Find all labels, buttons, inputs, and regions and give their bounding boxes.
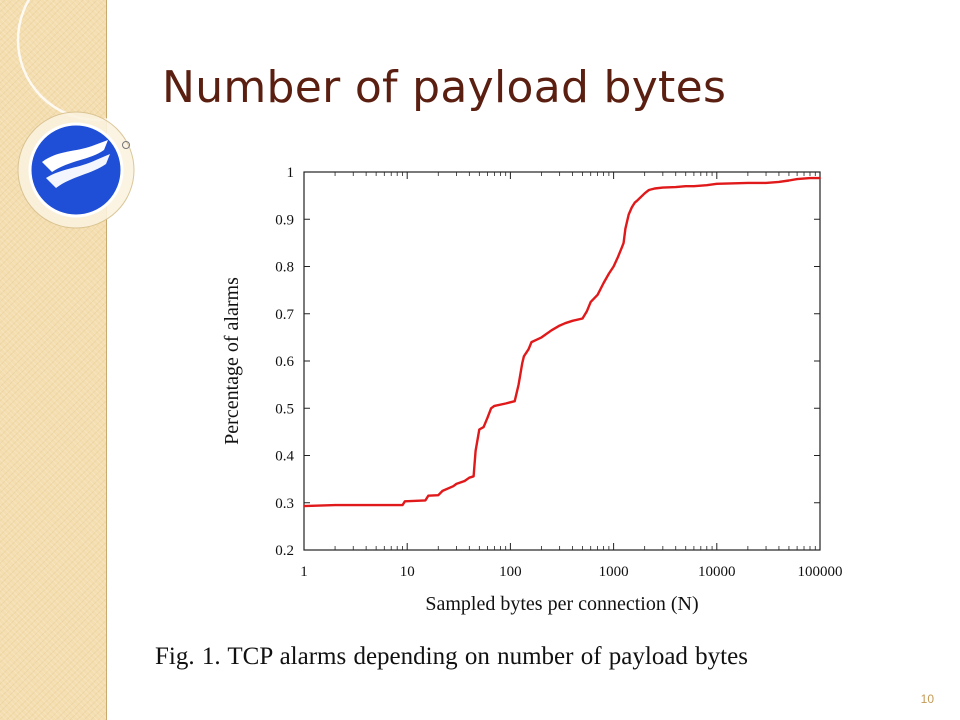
x-tick-label: 100000: [798, 564, 843, 580]
data-point: [581, 317, 584, 320]
small-circle-icon: [122, 141, 130, 149]
x-axis-label: Sampled bytes per connection (N): [425, 593, 698, 615]
data-point: [478, 428, 481, 431]
data-point: [513, 400, 516, 403]
data-point: [636, 199, 639, 202]
data-point: [530, 341, 533, 343]
y-tick-label: 0.5: [275, 401, 294, 417]
data-point: [633, 201, 636, 204]
y-tick-label: 0.6: [275, 354, 294, 370]
alarm-percentage-line-chart: 0.2 0.3 0.4 0.5 0.6 0.7 0.8 0.9 1 1 10 100 1000 10000…: [221, 165, 843, 615]
data-point: [490, 407, 492, 410]
data-point: [585, 310, 588, 313]
data-point: [630, 206, 633, 209]
data-point: [424, 499, 427, 502]
data-point: [596, 293, 599, 296]
data-point: [653, 187, 656, 190]
data-point: [535, 338, 538, 341]
data-point: [612, 265, 615, 268]
x-tick-label: 100: [499, 564, 522, 580]
data-point: [607, 272, 610, 275]
data-point: [540, 336, 543, 339]
data-point: [788, 179, 790, 182]
data-point: [624, 227, 627, 230]
data-point: [455, 482, 458, 485]
data-point: [715, 182, 718, 185]
x-tick-label: 10: [400, 564, 415, 580]
plot-frame: [303, 171, 821, 551]
data-point: [427, 494, 430, 497]
data-point: [627, 213, 630, 216]
data-point: [564, 322, 567, 325]
data-point: [643, 192, 646, 195]
data-point: [674, 186, 677, 189]
y-tick-label: 0.3: [275, 496, 294, 512]
data-point: [452, 485, 455, 488]
data-point: [468, 476, 471, 479]
data-point: [571, 319, 574, 322]
data-point: [589, 301, 592, 303]
data-point: [472, 475, 475, 478]
figure-caption: Fig. 1. TCP alarms depending on number o…: [155, 643, 748, 670]
data-point: [622, 241, 625, 244]
data-point: [648, 189, 650, 191]
data-point: [334, 504, 336, 507]
data-point: [819, 177, 821, 180]
data-point: [474, 449, 477, 452]
y-tick-label: 0.8: [275, 260, 294, 276]
data-point: [765, 181, 767, 184]
x-tick-label: 1: [300, 564, 308, 580]
x-tick-label: 1000: [599, 564, 629, 580]
data-point: [550, 329, 553, 332]
data-point: [401, 504, 404, 507]
y-axis-label: Percentage of alarms: [221, 277, 243, 445]
y-tick-label: 1: [287, 165, 295, 181]
data-point: [684, 185, 687, 188]
y-tick-label: 0.7: [275, 307, 294, 323]
data-point: [517, 383, 520, 386]
y-tick-label: 0.2: [275, 543, 294, 559]
data-point: [493, 404, 496, 407]
data-point: [463, 480, 466, 482]
decorative-arc: [16, 0, 160, 122]
series-line: [303, 176, 820, 508]
x-tick-label: 10000: [698, 564, 736, 580]
decorative-logo-area: [16, 0, 160, 229]
data-point: [693, 185, 695, 188]
page-number: 10: [920, 692, 934, 706]
data-point: [809, 177, 811, 180]
data-point: [404, 500, 406, 503]
data-point: [620, 246, 623, 249]
data-point: [778, 181, 780, 183]
data-point: [661, 186, 664, 189]
data-point: [486, 416, 489, 419]
data-point: [504, 402, 507, 405]
data-point: [522, 355, 525, 358]
slide-title: Number of payload bytes: [162, 62, 727, 113]
logo-wave-icon: [42, 140, 108, 172]
data-point: [527, 348, 530, 351]
y-tick-label: 0.9: [275, 212, 294, 228]
y-tick-label: 0.4: [275, 449, 294, 465]
data-point: [558, 324, 561, 327]
data-point: [746, 181, 749, 184]
data-point: [437, 494, 440, 497]
data-point: [303, 505, 305, 507]
data-point: [705, 184, 708, 187]
data-point: [482, 426, 485, 429]
logo-wave-icon: [46, 154, 110, 188]
data-point: [796, 178, 799, 180]
data-point: [441, 490, 444, 492]
data-point: [602, 282, 605, 284]
data-point: [521, 362, 524, 365]
data-point: [616, 256, 619, 258]
